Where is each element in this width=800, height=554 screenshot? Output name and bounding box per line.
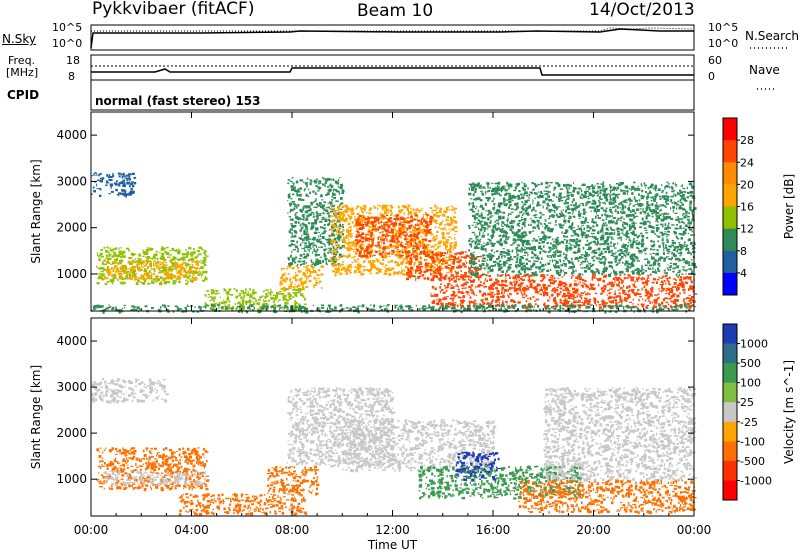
velocity-ytick-label-0: 1000 xyxy=(56,472,87,486)
velocity-xtick-label-6: 00:00 xyxy=(677,523,712,537)
power-cb-tick-label-1: 24 xyxy=(740,156,754,169)
velocity-xtick-label-5: 20:00 xyxy=(576,523,611,537)
velocity-region-6 xyxy=(342,419,497,473)
velocity-colorbar-seg-3 xyxy=(723,382,737,403)
velocity-cb-tick-label-2: 100 xyxy=(740,377,761,390)
velocity-region-5 xyxy=(287,387,396,468)
velocity-cb-tick-label-0: 1000 xyxy=(740,338,768,351)
velocity-cb-tick-label-4: -25 xyxy=(740,416,758,429)
velocity-colorbar-frame xyxy=(722,323,738,501)
velocity-xlabel: Time UT xyxy=(367,538,418,552)
power-cb-tick-label-2: 20 xyxy=(740,178,754,191)
freq-axis-bottom: 8 xyxy=(68,70,75,83)
power-region-0 xyxy=(91,172,137,198)
nave-label: Nave xyxy=(749,63,780,77)
power-region-1 xyxy=(96,246,209,286)
nsky-trace xyxy=(90,28,694,49)
velocity-colorbar-seg-7 xyxy=(723,460,737,481)
velocity-xtick-label-0: 00:00 xyxy=(74,523,109,537)
velocity-colorbar-seg-0 xyxy=(723,324,737,345)
power-cb-tick-label-0: 28 xyxy=(740,134,754,147)
power-colorbar-seg-2 xyxy=(723,162,737,185)
freq-unit-label: [MHz] xyxy=(6,66,39,79)
velocity-cb-tick-label-7: -1000 xyxy=(740,474,772,487)
velocity-colorbar-seg-2 xyxy=(723,363,737,384)
power-ytick-label-3: 4000 xyxy=(56,128,87,142)
power-cb-tick-label-4: 12 xyxy=(740,223,754,236)
nsearch-label: N.Search xyxy=(745,29,800,43)
velocity-xtick-label-3: 12:00 xyxy=(375,523,410,537)
power-colorbar-seg-6 xyxy=(723,250,737,274)
velocity-colorbar-seg-4 xyxy=(723,402,737,423)
velocity-ytick-label-1: 2000 xyxy=(56,426,87,440)
power-cb-tick-label-5: 8 xyxy=(740,245,747,258)
velocity-cb-tick-label-1: 500 xyxy=(740,357,761,370)
power-cb-tick-label-3: 16 xyxy=(740,201,754,214)
velocity-colorbar-seg-1 xyxy=(723,343,737,364)
velocity-region-0 xyxy=(91,378,169,404)
nave-axis-top: 60 xyxy=(708,54,722,67)
velocity-region-10 xyxy=(543,387,698,482)
power-ylabel: Slant Range [km] xyxy=(29,159,43,263)
power-cb-tick-label-6: 4 xyxy=(740,267,747,280)
nsearch-trace xyxy=(91,27,695,32)
freq-label: Freq. xyxy=(8,54,36,67)
velocity-colorbar-label: Velocity [m s^-1] xyxy=(782,360,796,464)
nsearch-axis-bottom: 10^0 xyxy=(708,37,739,50)
velocity-ytick-label-3: 4000 xyxy=(56,334,87,348)
velocity-region-8 xyxy=(455,451,501,482)
nave-axis-bottom: 0 xyxy=(708,70,715,83)
freq-axis-top: 18 xyxy=(66,54,80,67)
velocity-colorbar-seg-5 xyxy=(723,421,737,442)
velocity-region-2 xyxy=(103,470,207,486)
velocity-ytick-label-2: 3000 xyxy=(56,380,87,394)
velocity-region-4 xyxy=(267,465,320,496)
beam-title: Beam 10 xyxy=(357,1,434,21)
cpid-text: normal (fast stereo) 153 xyxy=(95,94,261,108)
date-title: 14/Oct/2013 xyxy=(589,0,695,20)
power-colorbar-seg-1 xyxy=(723,140,737,163)
power-colorbar-label: Power [dB] xyxy=(782,174,796,239)
power-colorbar-seg-4 xyxy=(723,206,737,230)
cpid-strip-frame xyxy=(90,79,695,111)
power-ytick-label-0: 1000 xyxy=(56,267,87,281)
nsky-label: N.Sky xyxy=(2,32,37,46)
nsearch-axis-top: 10^5 xyxy=(708,21,739,34)
cpid-label: CPID xyxy=(7,88,40,102)
velocity-xtick-label-2: 08:00 xyxy=(275,523,310,537)
power-colorbar-seg-3 xyxy=(723,184,737,207)
nsky-axis-bottom: 10^0 xyxy=(52,37,83,50)
power-region-9 xyxy=(430,274,698,309)
nsky-strip-frame xyxy=(90,24,695,51)
power-colorbar-seg-7 xyxy=(723,272,737,296)
power-region-2 xyxy=(103,260,201,282)
power-ytick-label-1: 2000 xyxy=(56,221,87,235)
velocity-colorbar-seg-6 xyxy=(723,441,737,462)
power-region-4 xyxy=(279,265,324,290)
velocity-colorbar-seg-8 xyxy=(723,480,737,501)
velocity-xtick-label-1: 04:00 xyxy=(174,523,209,537)
freq-trace xyxy=(91,67,694,76)
velocity-region-3 xyxy=(179,493,308,517)
velocity-xtick-label-4: 16:00 xyxy=(476,523,511,537)
velocity-cb-tick-label-3: 25 xyxy=(740,396,754,409)
velocity-cb-tick-label-5: -100 xyxy=(740,435,765,448)
velocity-ylabel: Slant Range [km] xyxy=(29,365,43,469)
power-colorbar-seg-0 xyxy=(723,118,737,141)
nsky-axis-top: 10^5 xyxy=(52,21,83,34)
power-region-10 xyxy=(467,181,698,277)
power-region-11 xyxy=(91,304,694,314)
velocity-cb-tick-label-6: -500 xyxy=(740,455,765,468)
power-colorbar-seg-5 xyxy=(723,228,737,252)
power-ytick-label-2: 3000 xyxy=(56,174,87,188)
radar-title: Pykkvibaer (fitACF) xyxy=(92,0,255,19)
velocity-region-9 xyxy=(518,479,697,515)
power-region-7 xyxy=(355,214,434,259)
